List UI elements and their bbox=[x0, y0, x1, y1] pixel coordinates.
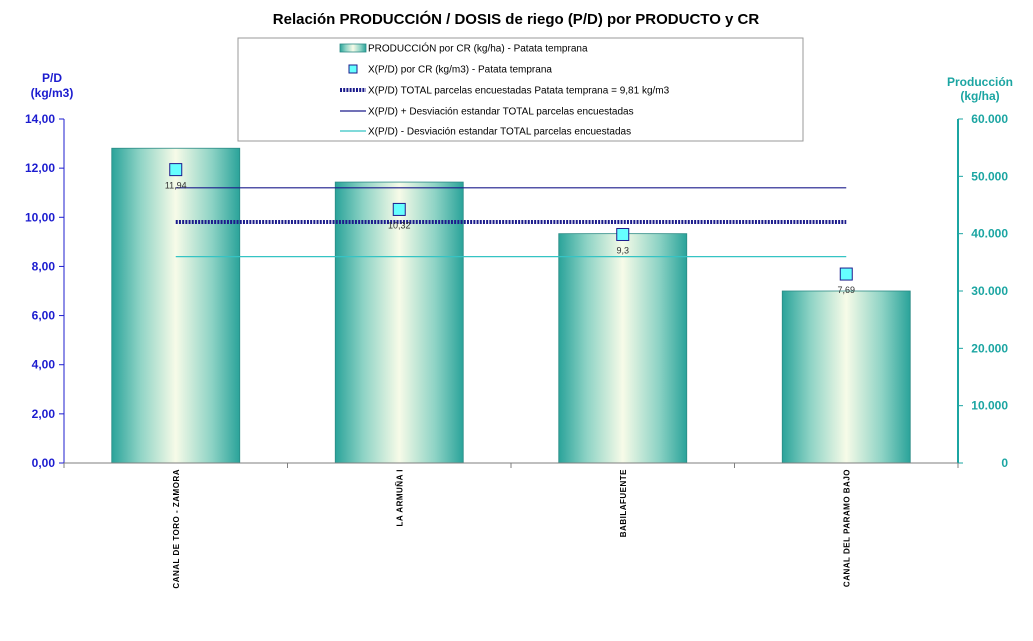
x-tick-label-1: LA ARMUÑA I bbox=[395, 469, 404, 527]
legend-label-0: PRODUCCIÓN por CR (kg/ha) - Patata tempr… bbox=[368, 42, 588, 55]
category-labels-layer: CANAL DE TORO - ZAMORA LA ARMUÑA I BABILAF… bbox=[172, 469, 852, 589]
axes-layer: 0,00 2,00 4,00 6,00 8,00 10,00 12,00 14,00 0 10.0… bbox=[25, 112, 1008, 470]
y2-tick-label-1: 10.000 bbox=[971, 399, 1008, 413]
y-axis-title-line-2: (kg/m3) bbox=[31, 86, 74, 100]
legend-symbol-1 bbox=[348, 64, 358, 74]
marker-2 bbox=[616, 227, 630, 241]
y2-tick-label-0: 0 bbox=[1001, 456, 1008, 470]
legend-label-3: X(P/D) + Desviación estandar TOTAL parce… bbox=[368, 107, 634, 118]
y-tick-label-1: 2,00 bbox=[32, 407, 56, 421]
bar-3 bbox=[781, 290, 911, 464]
x-tick-label-2: BABILAFUENTE bbox=[619, 469, 628, 537]
legend-label-4: X(P/D) - Desviación estandar TOTAL parce… bbox=[368, 127, 631, 138]
bar-1 bbox=[334, 181, 464, 464]
bars-layer bbox=[111, 147, 911, 464]
y-tick-label-7: 14,00 bbox=[25, 112, 55, 126]
legend-label-2: X(P/D) TOTAL parcelas encuestadas Patata… bbox=[368, 86, 670, 97]
chart-title: Relación PRODUCCIÓN / DOSIS de riego (P/… bbox=[273, 10, 760, 28]
data-label-0: 11,94 bbox=[165, 181, 187, 191]
y2-tick-label-3: 30.000 bbox=[971, 284, 1008, 298]
y-tick-label-5: 10,00 bbox=[25, 210, 55, 224]
marker-1 bbox=[392, 202, 406, 216]
y-tick-label-2: 4,00 bbox=[32, 358, 56, 372]
markers-layer: 11,94 10,32 9,3 7,69 bbox=[165, 163, 855, 295]
y2-axis-title-line-1: Producción bbox=[947, 75, 1013, 89]
y2-tick-label-4: 40.000 bbox=[971, 227, 1008, 241]
bar-0 bbox=[111, 147, 241, 464]
x-tick-label-0: CANAL DE TORO - ZAMORA bbox=[172, 469, 181, 589]
legend-label-1: X(P/D) por CR (kg/m3) - Patata temprana bbox=[368, 65, 552, 76]
legend: PRODUCCIÓN por CR (kg/ha) - Patata tempr… bbox=[237, 37, 804, 142]
y-axis-title-line-1: P/D bbox=[42, 71, 62, 85]
data-label-2: 9,3 bbox=[616, 245, 629, 255]
y2-tick-label-2: 20.000 bbox=[971, 341, 1008, 355]
legend-symbol-0 bbox=[339, 43, 367, 53]
reference-lines-layer bbox=[175, 187, 847, 258]
y2-axis-title-line-2: (kg/ha) bbox=[960, 89, 999, 103]
marker-3 bbox=[839, 267, 853, 281]
y-tick-label-3: 6,00 bbox=[32, 309, 56, 323]
x-tick-label-3: CANAL DEL PARAMO BAJO bbox=[842, 469, 851, 587]
bar-2 bbox=[558, 233, 688, 464]
legend-box bbox=[237, 37, 804, 142]
y2-tick-label-5: 50.000 bbox=[971, 169, 1008, 183]
data-label-1: 10,32 bbox=[388, 220, 411, 230]
y2-tick-label-6: 60.000 bbox=[971, 112, 1008, 126]
data-label-3: 7,69 bbox=[837, 285, 855, 295]
marker-0 bbox=[169, 163, 183, 177]
legend-items: PRODUCCIÓN por CR (kg/ha) - Patata tempr… bbox=[339, 42, 670, 138]
y-tick-label-6: 12,00 bbox=[25, 161, 55, 175]
y-tick-label-4: 8,00 bbox=[32, 259, 56, 273]
y-tick-label-0: 0,00 bbox=[32, 456, 56, 470]
